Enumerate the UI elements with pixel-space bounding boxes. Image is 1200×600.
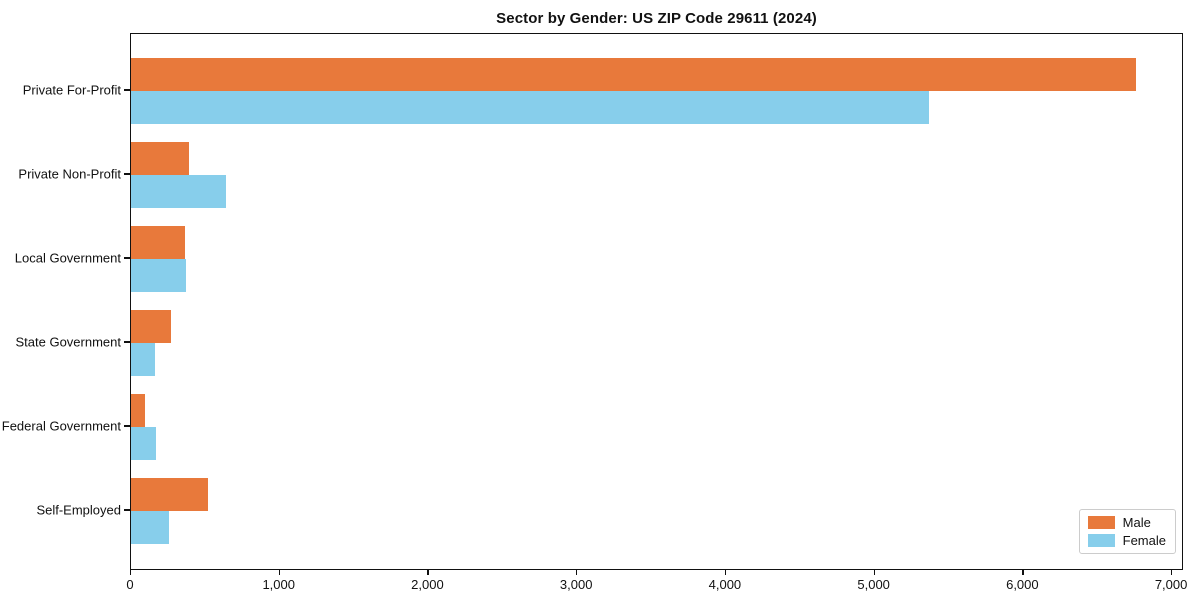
x-tick-label: 7,000 xyxy=(1154,577,1188,592)
y-axis-label: Self-Employed xyxy=(36,502,121,518)
legend: Male Female xyxy=(1078,509,1176,554)
y-tick-mark xyxy=(124,89,130,91)
bar-female-1 xyxy=(131,91,929,124)
bar-female-3 xyxy=(131,259,186,292)
y-axis-label: Private Non-Profit xyxy=(18,166,121,182)
y-tick-mark xyxy=(124,341,130,343)
chart-title: Sector by Gender: US ZIP Code 29611 (202… xyxy=(496,10,817,27)
bar-female-6 xyxy=(131,511,169,544)
y-tick-mark xyxy=(124,425,130,427)
y-axis-label: Local Government xyxy=(14,250,121,266)
x-tick-label: 0 xyxy=(126,577,134,592)
x-tick-mark xyxy=(1171,570,1173,575)
x-tick-mark xyxy=(576,570,578,575)
x-tick-label: 2,000 xyxy=(411,577,444,592)
bar-male-4 xyxy=(131,310,171,343)
plot-area: Male Female xyxy=(130,33,1183,570)
legend-swatch-male xyxy=(1087,516,1115,529)
bar-male-6 xyxy=(131,478,208,511)
legend-swatch-female xyxy=(1087,534,1115,547)
x-tick-label: 4,000 xyxy=(708,577,742,592)
legend-item-female: Female xyxy=(1087,533,1166,548)
x-tick-mark xyxy=(278,570,280,575)
bar-female-5 xyxy=(131,427,156,460)
bar-male-2 xyxy=(131,142,189,175)
x-tick-mark xyxy=(873,570,875,575)
x-tick-mark xyxy=(130,570,132,575)
bar-female-4 xyxy=(131,343,155,376)
x-tick-label: 6,000 xyxy=(1006,577,1039,592)
y-axis-label: Private For-Profit xyxy=(22,82,121,98)
bar-male-3 xyxy=(131,226,185,259)
bar-male-1 xyxy=(131,58,1136,91)
y-axis-label: Federal Government xyxy=(1,418,121,434)
x-tick-label: 3,000 xyxy=(559,577,593,592)
x-tick-mark xyxy=(427,570,429,575)
x-tick-mark xyxy=(1022,570,1024,575)
bar-female-2 xyxy=(131,175,226,208)
x-tick-label: 5,000 xyxy=(857,577,890,592)
legend-label: Male xyxy=(1122,515,1151,530)
legend-label: Female xyxy=(1122,533,1166,548)
bar-male-5 xyxy=(131,394,145,427)
x-tick-label: 1,000 xyxy=(262,577,295,592)
legend-item-male: Male xyxy=(1087,515,1166,530)
y-axis-label: State Government xyxy=(15,334,122,350)
y-tick-mark xyxy=(124,257,130,259)
y-tick-mark xyxy=(124,509,130,511)
y-tick-mark xyxy=(124,173,130,175)
x-tick-mark xyxy=(724,570,727,575)
